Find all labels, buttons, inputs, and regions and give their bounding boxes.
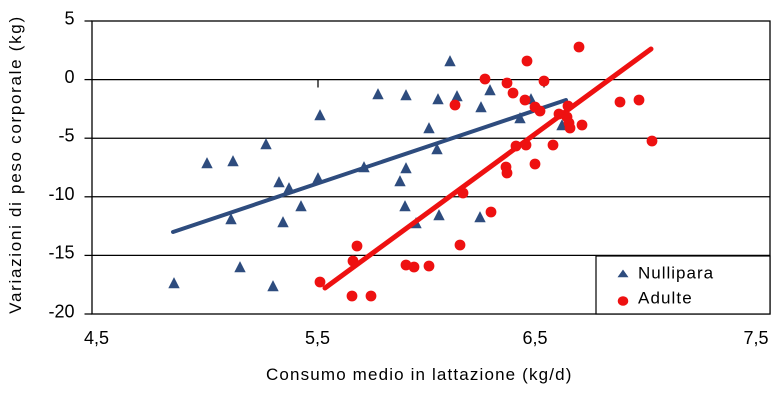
svg-text:5: 5 bbox=[64, 8, 74, 28]
svg-text:0: 0 bbox=[64, 67, 74, 87]
svg-text:-15: -15 bbox=[48, 243, 74, 263]
svg-text:-5: -5 bbox=[58, 126, 74, 146]
svg-text:Consumo medio in lattazione (k: Consumo medio in lattazione (kg/d) bbox=[266, 365, 573, 384]
svg-text:Adulte: Adulte bbox=[638, 289, 693, 308]
svg-text:Variazioni di peso corporale (: Variazioni di peso corporale (kg) bbox=[6, 15, 25, 314]
svg-text:-10: -10 bbox=[48, 184, 74, 204]
svg-text:-20: -20 bbox=[48, 301, 74, 321]
svg-text:4,5: 4,5 bbox=[84, 328, 109, 348]
svg-text:6,5: 6,5 bbox=[522, 328, 547, 348]
svg-text:7,5: 7,5 bbox=[743, 328, 768, 348]
svg-text:5,5: 5,5 bbox=[305, 328, 330, 348]
svg-text:Nullipara: Nullipara bbox=[638, 264, 714, 283]
